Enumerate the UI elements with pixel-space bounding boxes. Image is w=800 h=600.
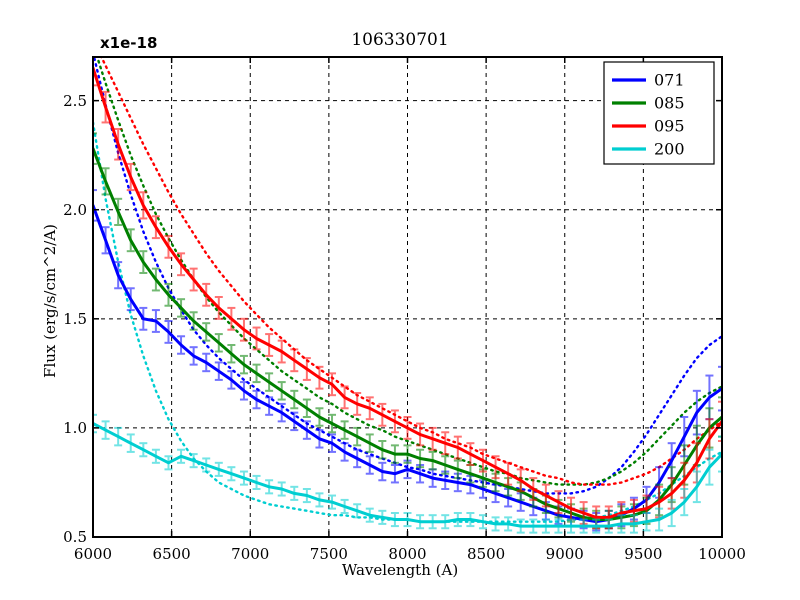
series-line-095 [93,66,722,519]
y-tick-label: 1.0 [63,418,87,437]
x-tick-label: 8500 [467,545,506,563]
series-group-095 [93,57,722,530]
axes-frame [92,56,723,538]
x-tick-label: 8000 [388,545,427,563]
y-axis-multiplier-label: x1e-18 [100,34,158,52]
data-series-layer [93,57,722,534]
y-tick-label: 2.5 [63,91,87,110]
x-tick-label: 6000 [73,545,113,563]
x-tick-label: 9500 [624,545,663,563]
y-tick-label: 2.0 [63,200,87,219]
x-tick-label: 7500 [309,545,348,563]
x-tick-label: 10000 [698,545,746,563]
legend-label-095: 095 [654,116,685,136]
legend-box [603,61,715,165]
errorbars-200 [93,413,722,534]
x-axis-label: Wavelength (A) [341,561,459,579]
chart-title: 106330701 [351,30,449,50]
legend-label-071: 071 [654,70,685,90]
y-tick-label: 1.5 [63,309,87,328]
legend-label-200: 200 [654,139,685,159]
y-tick-label: 0.5 [63,528,87,546]
legend-label-085: 085 [654,93,685,113]
series-line-085 [93,147,722,521]
x-tick-label: 6500 [152,545,191,563]
series-line-200 [93,422,722,528]
x-tick-label: 9000 [545,545,584,563]
x-tick-label: 7000 [231,545,270,563]
y-axis-label: Flux (erg/s/cm^2/A) [41,224,59,378]
series-group-200 [93,413,722,534]
